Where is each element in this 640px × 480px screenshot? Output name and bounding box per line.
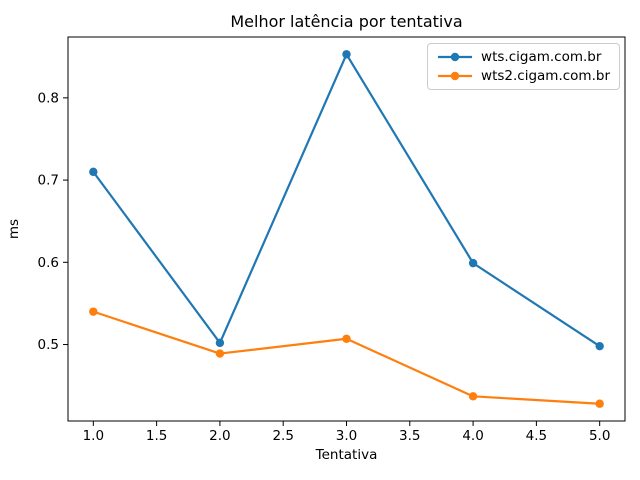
legend: wts.cigam.com.br wts2.cigam.com.br [427, 43, 620, 90]
x-tick-label: 2.5 [272, 428, 293, 444]
data-point-marker [468, 392, 478, 401]
x-tick-label: 1.5 [146, 428, 167, 444]
x-tick-label: 5.0 [589, 428, 610, 444]
x-tick-label: 2.0 [209, 428, 230, 444]
y-tick-label: 0.8 [38, 90, 59, 106]
tick-labels: 1.0 1.5 2.0 2.5 3.0 3.5 4.0 4.5 5.0 0.5 0.6 0.7 0.8 [38, 90, 611, 444]
series-line [92, 310, 601, 405]
chart-title: Melhor latência por tentativa [230, 12, 463, 31]
series-lines [92, 53, 601, 405]
data-point-marker [89, 167, 98, 177]
data-point-marker [215, 349, 225, 358]
series-line [92, 53, 601, 348]
data-point-marker [342, 50, 351, 59]
legend-item: wts2.cigam.com.br [437, 68, 610, 84]
y-tick-label: 0.5 [38, 337, 59, 353]
data-point-marker [595, 341, 604, 351]
x-tick-label: 4.5 [526, 428, 547, 444]
legend-label: wts2.cigam.com.br [481, 68, 610, 84]
legend-label: wts.cigam.com.br [481, 49, 602, 65]
x-axis-label: Tentativa [315, 447, 378, 463]
tick-marks [63, 97, 601, 426]
data-point-marker [595, 399, 604, 408]
legend-item: wts.cigam.com.br [437, 49, 610, 65]
y-tick-label: 0.6 [38, 255, 59, 271]
axes-spines [67, 36, 626, 422]
legend-line-marker-icon [438, 52, 473, 62]
series-markers [89, 50, 604, 408]
data-point-marker [89, 307, 98, 316]
y-tick-label: 0.7 [38, 173, 59, 189]
data-point-marker [468, 258, 478, 268]
data-point-marker [342, 334, 351, 343]
data-point-marker [215, 338, 225, 348]
axes-frame [67, 36, 626, 422]
x-tick-label: 3.5 [399, 428, 420, 444]
legend-line-marker-icon [438, 71, 473, 81]
x-tick-label: 4.0 [462, 428, 483, 444]
x-tick-label: 3.0 [336, 428, 357, 444]
x-tick-label: 1.0 [83, 428, 104, 444]
